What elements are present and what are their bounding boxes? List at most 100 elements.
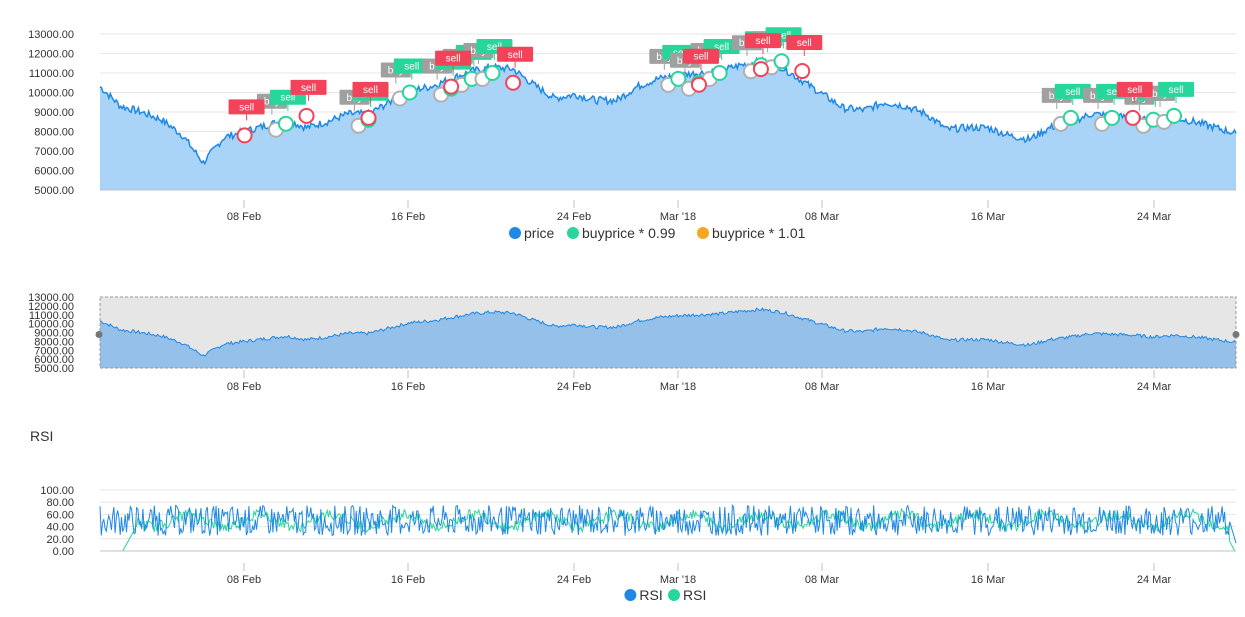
sell-flag-box xyxy=(497,46,534,62)
legend-item[interactable]: RSI xyxy=(668,587,706,603)
legend-symbol xyxy=(697,227,709,239)
buy-marker[interactable] xyxy=(277,115,294,132)
navigator-handle-left[interactable] xyxy=(95,331,103,338)
sell-flag-label: sell xyxy=(487,42,502,53)
sell-flag-label: sell xyxy=(797,38,812,49)
legend-item[interactable]: buyprice * 1.01 xyxy=(697,225,806,241)
buy-marker[interactable] xyxy=(711,65,728,81)
x-tick-label: 08 Feb xyxy=(227,381,261,393)
x-tick-label: 24 Mar xyxy=(1137,381,1172,393)
sell-flag[interactable]: sell xyxy=(786,35,823,57)
buy-marker[interactable] xyxy=(1062,109,1079,126)
legend-item[interactable]: RSI xyxy=(624,587,663,603)
legend-label: price xyxy=(524,225,555,241)
sell-flag-box xyxy=(1116,81,1153,97)
y-tick-label: 11000.00 xyxy=(29,310,74,322)
y-tick-label: 11000.00 xyxy=(29,68,74,80)
sell-flag[interactable]: sell xyxy=(1054,83,1091,105)
y-tick-label: 60.00 xyxy=(46,509,74,521)
sell-flag-box xyxy=(1158,81,1195,97)
x-tick-label: 16 Mar xyxy=(971,211,1006,223)
sell-flag[interactable]: sell xyxy=(1116,81,1153,103)
buy-marker[interactable] xyxy=(773,53,790,70)
trade-markers[interactable]: buysellbuysellbuysellbuysellbuysellbuyse… xyxy=(228,27,1195,144)
sell-flag-label: sell xyxy=(1169,85,1184,96)
x-tick-label: 24 Feb xyxy=(557,381,591,393)
y-tick-label: 40.00 xyxy=(46,522,74,534)
sell-flag[interactable]: sell xyxy=(352,81,389,103)
x-tick-label: 16 Mar xyxy=(971,574,1006,586)
x-tick-label: Mar '18 xyxy=(660,574,696,586)
sell-flag-label: sell xyxy=(363,85,378,96)
y-tick-label: 12000.00 xyxy=(28,49,74,61)
sell-flag-box xyxy=(393,58,430,74)
sell-marker[interactable] xyxy=(752,61,769,78)
sell-flag-box xyxy=(682,48,719,64)
y-tick-label: 80.00 xyxy=(46,497,74,509)
y-tick-label: 5000.00 xyxy=(34,363,74,375)
sell-flag[interactable]: sell xyxy=(744,33,781,55)
buy-marker[interactable] xyxy=(401,84,418,101)
sell-flag[interactable]: sell xyxy=(435,50,472,72)
legend-label: buyprice * 1.01 xyxy=(712,225,806,241)
price-y-axis: 13000.00 12000.00 11000.00 10000.00 9000.00 8… xyxy=(28,29,74,197)
y-tick-label: 5000.00 xyxy=(34,185,74,197)
buy-marker[interactable] xyxy=(1166,107,1183,124)
legend-item[interactable]: buyprice * 0.99 xyxy=(567,225,676,241)
navigator-series-line xyxy=(99,307,1237,357)
y-tick-label: 7000.00 xyxy=(34,146,74,158)
y-tick-label: 6000.00 xyxy=(34,166,74,178)
sell-marker[interactable] xyxy=(505,74,522,91)
sell-flag-box xyxy=(228,99,265,115)
legend-symbol xyxy=(668,589,680,601)
x-tick-label: 24 Feb xyxy=(557,211,591,223)
sell-marker[interactable] xyxy=(794,63,811,80)
sell-flag[interactable]: sell xyxy=(1158,81,1195,103)
x-tick-label: 08 Mar xyxy=(805,574,840,586)
sell-flag[interactable]: sell xyxy=(682,48,719,70)
sell-flag[interactable]: sell xyxy=(393,58,430,80)
navigator-y-axis: 13000.0012000.0011000.0010000.009000.008… xyxy=(28,292,74,375)
y-tick-label: 100.00 xyxy=(40,485,74,497)
sell-flag-box xyxy=(1054,83,1091,99)
sell-flag-box xyxy=(290,79,327,95)
sell-marker[interactable] xyxy=(236,127,253,144)
navigator-handle-right[interactable] xyxy=(1232,331,1240,338)
navigator[interactable]: 13000.0012000.0011000.0010000.009000.008… xyxy=(28,292,1240,393)
sell-flag[interactable]: sell xyxy=(497,46,534,68)
sell-marker[interactable] xyxy=(443,78,460,95)
y-tick-label: 13000.00 xyxy=(28,292,74,304)
rsi-legend[interactable]: RSI RSI xyxy=(624,587,706,603)
buy-marker[interactable] xyxy=(1104,109,1121,126)
y-tick-label: 12000.00 xyxy=(28,301,74,313)
x-tick-label: 08 Mar xyxy=(805,211,840,223)
x-tick-label: 16 Feb xyxy=(391,211,425,223)
sell-flag-label: sell xyxy=(755,36,770,47)
price-legend[interactable]: price buyprice * 0.99 buyprice * 1.01 xyxy=(509,225,806,241)
x-tick-label: 16 Feb xyxy=(391,574,425,586)
legend-label: buyprice * 0.99 xyxy=(582,225,676,241)
sell-marker[interactable] xyxy=(1124,109,1141,126)
x-tick-label: Mar '18 xyxy=(660,381,696,393)
sell-marker[interactable] xyxy=(360,109,377,126)
sell-flag[interactable]: sell xyxy=(228,99,265,121)
buy-marker[interactable] xyxy=(670,70,687,87)
y-tick-label: 20.00 xyxy=(46,534,74,546)
sell-flag-box xyxy=(435,50,472,66)
legend-item[interactable]: price xyxy=(509,225,555,241)
sell-flag-label: sell xyxy=(1107,87,1122,98)
sell-flag-label: sell xyxy=(239,102,254,113)
y-tick-label: 13000.00 xyxy=(28,29,74,41)
sell-flag-box xyxy=(744,33,781,49)
sell-flag-label: sell xyxy=(301,83,316,94)
sell-flag[interactable]: sell xyxy=(290,79,327,101)
sell-flag-label: sell xyxy=(446,54,461,65)
sell-marker[interactable] xyxy=(298,107,315,124)
sell-flag-label: sell xyxy=(1065,87,1080,98)
legend-symbol xyxy=(567,227,579,239)
sell-marker[interactable] xyxy=(690,76,707,93)
buy-marker[interactable] xyxy=(484,65,501,81)
legend-label: RSI xyxy=(683,587,706,603)
